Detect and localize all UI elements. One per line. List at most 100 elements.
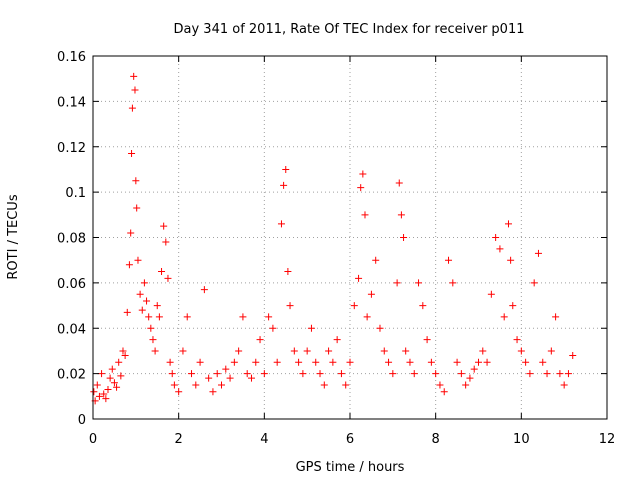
data-point <box>168 370 176 378</box>
data-point <box>119 347 127 355</box>
y-tick-label: 0.04 <box>57 322 86 337</box>
data-point <box>125 261 133 269</box>
x-axis-ticks: 0 2 4 6 8 10 12 <box>89 56 615 447</box>
data-point <box>385 358 393 366</box>
data-point <box>440 388 448 396</box>
data-point <box>113 383 121 391</box>
data-point <box>410 370 418 378</box>
data-point <box>380 347 388 355</box>
data-point <box>128 104 136 112</box>
data-point <box>483 358 491 366</box>
data-point <box>100 390 108 398</box>
data-point <box>357 184 365 192</box>
data-point <box>205 374 213 382</box>
data-point <box>355 274 363 282</box>
data-point <box>320 381 328 389</box>
data-point <box>136 290 144 298</box>
data-point <box>265 313 273 321</box>
data-point <box>218 381 225 389</box>
data-point <box>350 302 358 310</box>
data-point <box>110 379 118 387</box>
data-point <box>247 374 255 382</box>
data-point <box>470 365 478 373</box>
data-point <box>534 249 542 257</box>
data-point <box>130 72 138 80</box>
data-point <box>170 381 178 389</box>
data-point <box>164 274 172 282</box>
x-tick-label: 10 <box>513 432 530 447</box>
data-point <box>400 234 408 241</box>
chart-title: Day 341 of 2011, Rate Of TEC Index for r… <box>174 22 525 37</box>
data-point <box>134 256 142 264</box>
data-point <box>143 297 151 305</box>
y-tick-label: 0.1 <box>65 186 86 201</box>
data-point <box>367 290 375 298</box>
data-point <box>415 279 423 287</box>
y-tick-label: 0.08 <box>57 232 86 247</box>
data-point <box>361 211 369 219</box>
data-point <box>95 392 103 400</box>
data-point <box>179 347 187 355</box>
data-point <box>507 256 515 264</box>
data-point <box>346 358 354 366</box>
data-point <box>230 358 238 366</box>
data-point <box>226 374 234 382</box>
data-point <box>93 381 101 389</box>
data-point <box>239 313 247 321</box>
data-point <box>363 313 371 321</box>
data-point <box>307 324 315 332</box>
data-point <box>526 370 534 378</box>
data-point <box>98 370 106 378</box>
data-point <box>547 347 555 355</box>
data-point <box>342 381 350 389</box>
data-point <box>147 324 155 332</box>
data-point <box>188 370 196 378</box>
y-tick-label: 0.14 <box>57 95 86 110</box>
y-axis-label: ROTI / TECUs <box>6 194 21 279</box>
data-point <box>303 347 311 355</box>
data-point <box>183 313 191 321</box>
x-tick-label: 0 <box>89 432 97 447</box>
data-point <box>466 374 474 382</box>
data-point <box>496 245 504 253</box>
data-point <box>449 279 457 287</box>
data-point <box>123 308 131 316</box>
data-point <box>479 347 487 355</box>
data-point <box>127 229 135 237</box>
data-point <box>395 179 403 187</box>
y-tick-label: 0 <box>78 413 86 428</box>
data-point <box>286 302 294 310</box>
data-point <box>509 302 517 310</box>
grid <box>93 56 607 419</box>
data-point <box>132 177 140 185</box>
x-tick-label: 4 <box>260 432 268 447</box>
data-point <box>500 313 508 321</box>
data-point <box>153 302 161 310</box>
x-tick-label: 12 <box>599 432 616 447</box>
data-point <box>359 170 367 178</box>
data-point <box>427 358 435 366</box>
data-point <box>160 222 168 230</box>
data-point <box>243 370 251 378</box>
data-point <box>329 358 337 366</box>
data-point <box>522 358 530 366</box>
data-point <box>402 347 410 355</box>
data-point <box>213 370 221 378</box>
data-point <box>222 365 230 373</box>
data-point <box>151 347 159 355</box>
data-point <box>504 220 512 228</box>
data-point <box>513 336 521 344</box>
data-point <box>209 388 217 396</box>
data-point <box>389 370 397 378</box>
y-tick-label: 0.12 <box>57 141 86 156</box>
data-point <box>128 150 136 158</box>
data-point <box>556 370 564 378</box>
data-point <box>131 86 139 94</box>
data-point <box>145 313 153 321</box>
data-point <box>162 238 170 246</box>
data-point <box>140 279 148 287</box>
data-point <box>280 181 288 189</box>
y-tick-label: 0.06 <box>57 277 86 292</box>
data-point <box>155 313 163 321</box>
data-point <box>564 370 572 378</box>
